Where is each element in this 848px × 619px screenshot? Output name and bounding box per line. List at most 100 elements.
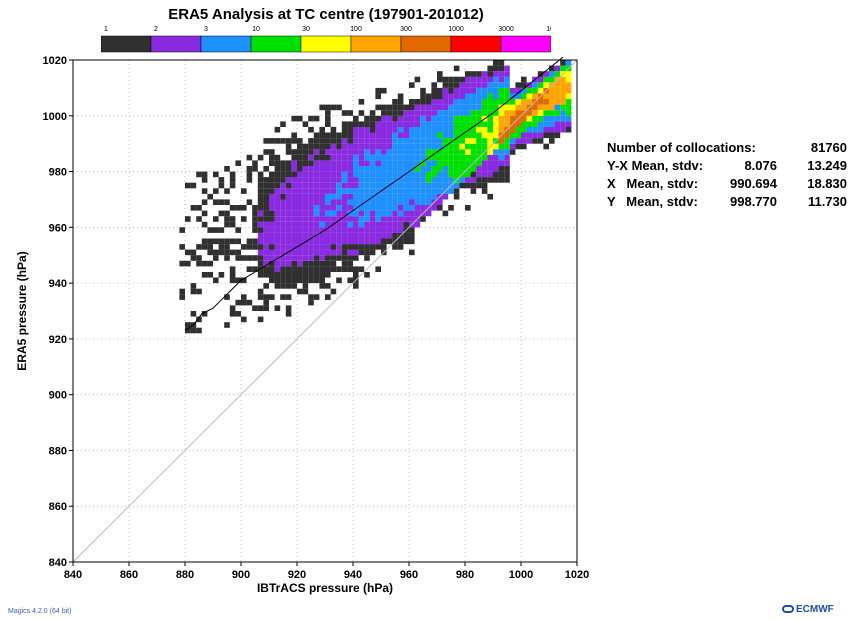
density-cell	[465, 87, 471, 94]
density-cell	[313, 294, 320, 300]
density-cell	[297, 115, 303, 122]
density-cell	[375, 266, 381, 272]
density-cell	[392, 160, 398, 166]
density-cell	[476, 143, 482, 150]
density-cell	[308, 160, 314, 166]
ecmwf-logo-icon	[782, 605, 794, 613]
density-cell	[403, 121, 409, 127]
density-cell	[274, 232, 281, 239]
density-cell	[291, 232, 297, 239]
density-cell	[543, 132, 549, 139]
density-cell	[353, 166, 359, 172]
density-cell	[442, 132, 449, 139]
density-cell	[437, 205, 443, 211]
density-cell	[330, 255, 337, 261]
density-cell	[437, 104, 443, 111]
density-cell	[358, 138, 365, 144]
density-cell	[504, 177, 510, 183]
density-cell	[291, 221, 297, 228]
density-cell	[291, 149, 297, 155]
density-cell	[358, 143, 365, 150]
density-cell	[280, 216, 286, 222]
density-cell	[465, 99, 471, 105]
density-cell	[493, 166, 499, 172]
density-cell	[347, 149, 353, 155]
density-cell	[526, 99, 533, 105]
density-cell	[297, 260, 303, 267]
density-cell	[397, 154, 404, 161]
density-cell	[392, 171, 398, 178]
density-cell	[302, 210, 309, 217]
density-cell	[397, 126, 404, 133]
density-cell	[274, 205, 281, 211]
density-cell	[353, 171, 359, 178]
density-cell	[437, 110, 443, 116]
density-cell	[425, 166, 432, 172]
density-cell	[392, 115, 398, 122]
stat-label: Number of collocations:	[607, 140, 756, 155]
density-cell	[358, 154, 365, 161]
density-cell	[448, 121, 454, 127]
density-cell	[403, 205, 409, 211]
stat-stdv: 18.830	[807, 176, 847, 191]
density-cell	[308, 138, 314, 144]
density-cell	[347, 171, 353, 178]
density-cell	[442, 99, 449, 105]
density-cell	[537, 87, 544, 94]
density-cell	[521, 104, 527, 111]
density-cell	[319, 126, 325, 133]
density-cell	[263, 305, 269, 311]
density-cell	[241, 188, 247, 194]
density-cell	[560, 99, 566, 105]
density-cell	[257, 272, 264, 278]
density-cell	[437, 177, 443, 183]
density-cell	[319, 149, 325, 155]
density-cell	[246, 154, 253, 161]
density-cell	[437, 154, 443, 161]
density-cell	[498, 121, 505, 127]
density-cell	[330, 232, 337, 239]
density-cell	[201, 210, 208, 217]
density-cell	[403, 143, 409, 150]
density-cell	[196, 216, 202, 222]
density-cell	[353, 255, 359, 261]
density-cell	[459, 93, 465, 100]
density-cell	[476, 149, 482, 155]
density-cell	[358, 221, 365, 228]
density-cell	[308, 244, 314, 250]
density-cell	[213, 249, 219, 256]
density-cell	[353, 188, 359, 194]
density-cell	[504, 110, 510, 116]
density-cell	[403, 193, 409, 200]
density-cell	[274, 266, 281, 272]
density-cell	[274, 171, 281, 178]
density-cell	[224, 188, 230, 194]
density-cell	[297, 244, 303, 250]
density-cell	[364, 249, 370, 256]
density-cell	[218, 227, 225, 233]
density-cell	[235, 227, 241, 233]
density-cell	[213, 216, 219, 222]
density-cell	[302, 121, 309, 127]
density-cell	[297, 188, 303, 194]
density-cell	[565, 110, 572, 116]
density-cell	[442, 104, 449, 111]
density-cell	[325, 210, 331, 217]
density-cell	[437, 126, 443, 133]
density-cell	[437, 138, 443, 144]
density-cell	[459, 182, 465, 189]
density-cell	[302, 221, 309, 228]
density-cell	[341, 199, 348, 205]
density-cell	[403, 238, 409, 245]
density-cell	[431, 177, 437, 183]
density-cell	[465, 132, 471, 139]
density-cell	[403, 104, 409, 111]
density-cell	[414, 154, 421, 161]
density-cell	[375, 177, 381, 183]
density-cell	[448, 149, 454, 155]
density-cell	[476, 115, 482, 122]
density-cell	[297, 205, 303, 211]
density-cell	[521, 115, 527, 122]
density-cell	[498, 65, 505, 72]
density-cell	[414, 121, 421, 127]
